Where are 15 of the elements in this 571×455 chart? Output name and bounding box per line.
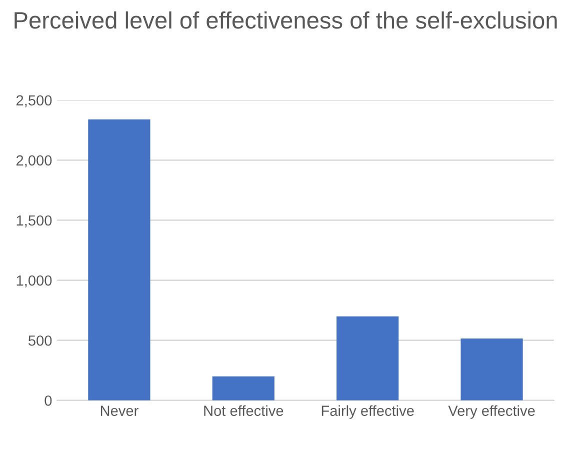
x-tick-label: Never xyxy=(100,406,138,416)
y-tick-label: 2,000 xyxy=(16,155,52,168)
y-tick-label: 1,500 xyxy=(16,215,52,228)
bar xyxy=(336,316,399,400)
bar xyxy=(88,119,150,400)
bar xyxy=(212,376,274,400)
y-tick-label: 1,000 xyxy=(16,275,52,288)
x-tick-label: Not effective xyxy=(204,405,284,416)
chart-title: Perceived level of effectiveness of the self-exclusion xyxy=(14,11,557,29)
y-tick-label: 0 xyxy=(44,396,52,406)
x-tick-label: Very effective xyxy=(448,405,535,419)
bar xyxy=(460,338,523,400)
y-tick-label: 500 xyxy=(28,335,52,346)
x-tick-label: Fairly effective xyxy=(322,405,414,419)
y-tick-label: 2,500 xyxy=(16,95,52,108)
